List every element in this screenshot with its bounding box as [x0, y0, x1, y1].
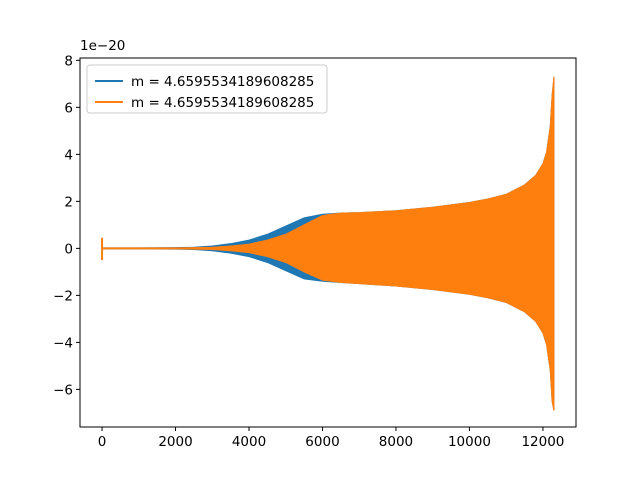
x-tick-label: 12000: [521, 434, 564, 450]
x-tick-label: 0: [98, 434, 107, 450]
y-tick-label: 6: [64, 100, 73, 116]
x-tick-label: 8000: [379, 434, 413, 450]
y-tick-label: 8: [64, 53, 73, 69]
legend-label-2: m = 4.6595534189608285: [131, 95, 314, 111]
plot-area: [101, 76, 555, 411]
axes-frame: [79, 57, 577, 428]
x-tick-label: 4000: [232, 434, 266, 450]
y-tick-label: 0: [64, 241, 73, 257]
y-tick-label: −6: [53, 382, 73, 398]
y-tick-label: −4: [53, 335, 73, 351]
y-tick-label: 2: [64, 194, 73, 210]
legend-label-1: m = 4.6595534189608285: [131, 74, 314, 90]
x-axis: 0 2000 4000 6000 8000 10000 12000: [98, 427, 564, 450]
y-axis: −6 −4 −2 0 2 4 6 8: [53, 53, 80, 398]
x-tick-label: 6000: [305, 434, 339, 450]
legend-box: [86, 64, 328, 114]
legend: m = 4.6595534189608285 m = 4.659553418960…: [86, 64, 328, 114]
y-tick-label: −2: [53, 288, 73, 304]
y-offset-label: 1e−20: [80, 38, 125, 54]
series-2-envelope: [101, 76, 555, 411]
x-tick-label: 10000: [448, 434, 491, 450]
y-tick-label: 4: [64, 147, 73, 163]
x-tick-label: 2000: [158, 434, 192, 450]
